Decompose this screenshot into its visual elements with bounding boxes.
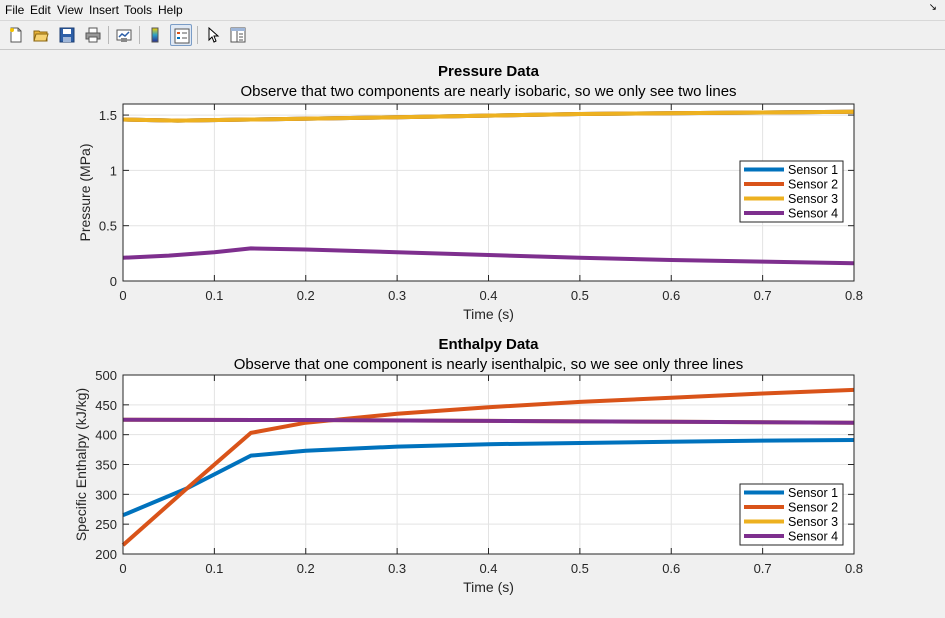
enthalpy-chart[interactable]: 0 0.1 0.2 0.3 0.4 0.5 0.6 0.7 0.8 200 250 300 350 400… [73, 336, 863, 595]
y-tick-label: 400 [95, 428, 117, 443]
chart-subtitle: Observe that one component is nearly ise… [234, 356, 743, 373]
y-tick-label: 200 [95, 547, 117, 562]
legend-label-3: Sensor 3 [788, 515, 838, 529]
x-tick-label: 0.2 [297, 561, 315, 576]
x-tick-label: 0.3 [388, 288, 406, 303]
colorbar-icon[interactable] [144, 24, 166, 46]
x-tick-label: 0.7 [754, 561, 772, 576]
x-tick-label: 0.6 [662, 288, 680, 303]
x-tick-label: 0 [119, 561, 126, 576]
toolbar-separator [108, 26, 109, 44]
x-tick-label: 0.5 [571, 288, 589, 303]
figure-canvas: 0 0.1 0.2 0.3 0.4 0.5 0.6 0.7 0.8 0 0.5 1 1.5 Pressur… [73, 63, 863, 595]
menu-help[interactable]: Help [158, 3, 183, 17]
legend-label-3: Sensor 3 [788, 192, 838, 206]
y-tick-label: 350 [95, 458, 117, 473]
legend-label-4: Sensor 4 [788, 530, 838, 544]
x-tick-label: 0.4 [479, 288, 497, 303]
y-tick-label: 0 [110, 274, 117, 289]
legend-label-2: Sensor 2 [788, 178, 838, 192]
menu-tools[interactable]: Tools [124, 3, 153, 17]
x-axis-label: Time (s) [463, 306, 514, 322]
y-axis-label: Specific Enthalpy (kJ/kg) [73, 388, 89, 541]
open-file-icon[interactable] [30, 24, 52, 46]
chart-title: Enthalpy Data [438, 336, 539, 353]
x-tick-label: 0.5 [571, 561, 589, 576]
y-tick-label: 500 [95, 368, 117, 383]
series-line-1 [122, 438, 855, 518]
menu-edit[interactable]: Edit [30, 3, 51, 17]
legend-label-1: Sensor 1 [788, 486, 838, 500]
y-tick-label: 1 [110, 163, 117, 178]
figure-toolbar [0, 20, 945, 50]
x-tick-label: 0.2 [297, 288, 315, 303]
link-plot-icon[interactable] [113, 24, 135, 46]
y-axis-label: Pressure (MPa) [77, 143, 93, 241]
series-line-4 [122, 417, 855, 425]
legend-icon[interactable] [170, 24, 192, 46]
menu-insert[interactable]: Insert [89, 3, 120, 17]
x-tick-label: 0.4 [479, 561, 497, 576]
new-figure-icon[interactable] [5, 24, 27, 46]
series-line-4 [122, 246, 855, 266]
print-icon[interactable] [82, 24, 104, 46]
x-tick-label: 0.7 [754, 288, 772, 303]
edit-plot-pointer-icon[interactable] [202, 24, 224, 46]
x-tick-label: 0 [119, 288, 126, 303]
y-tick-label: 250 [95, 517, 117, 532]
y-tick-label: 300 [95, 487, 117, 502]
menu-view[interactable]: View [57, 3, 83, 17]
x-tick-label: 0.1 [205, 288, 223, 303]
x-axis-label: Time (s) [463, 579, 514, 595]
chart-subtitle: Observe that two components are nearly i… [240, 83, 736, 100]
y-tick-label: 0.5 [99, 219, 117, 234]
legend-label-4: Sensor 4 [788, 207, 838, 221]
menu-bar: File Edit View Insert Tools Help ↘ [0, 0, 945, 20]
y-tick-label: 450 [95, 398, 117, 413]
x-tick-label: 0.8 [845, 561, 863, 576]
y-tick-label: 1.5 [99, 108, 117, 123]
legend-label-2: Sensor 2 [788, 501, 838, 515]
toolbar-separator [197, 26, 198, 44]
x-tick-label: 0.3 [388, 561, 406, 576]
x-tick-label: 0.8 [845, 288, 863, 303]
toolbar-separator [139, 26, 140, 44]
x-tick-label: 0.6 [662, 561, 680, 576]
save-icon[interactable] [56, 24, 78, 46]
legend-label-1: Sensor 1 [788, 163, 838, 177]
x-tick-label: 0.1 [205, 561, 223, 576]
menu-file[interactable]: File [5, 3, 25, 17]
dock-figure-icon[interactable]: ↘ [928, 2, 937, 13]
series-line-2 [121, 387, 855, 547]
property-inspector-icon[interactable] [227, 24, 249, 46]
series-line-3 [122, 109, 855, 123]
chart-title: Pressure Data [438, 63, 540, 80]
pressure-chart[interactable]: 0 0.1 0.2 0.3 0.4 0.5 0.6 0.7 0.8 0 0.5 1 1.5 Pressur… [77, 63, 863, 322]
